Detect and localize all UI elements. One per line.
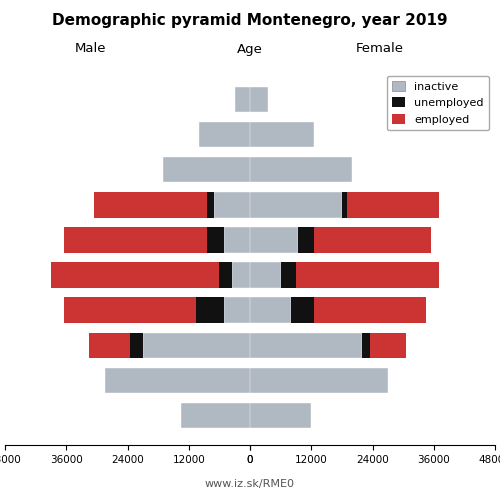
Bar: [370, 332, 406, 358]
Text: 35: 35: [254, 270, 268, 280]
Bar: [314, 298, 426, 322]
Bar: [250, 368, 388, 393]
Bar: [206, 228, 224, 252]
Bar: [234, 87, 250, 112]
Bar: [296, 262, 439, 287]
Bar: [342, 192, 347, 218]
Bar: [143, 332, 250, 358]
Text: 5: 5: [254, 376, 261, 386]
Bar: [347, 192, 439, 218]
Bar: [250, 157, 352, 182]
Bar: [291, 298, 314, 322]
Bar: [64, 228, 206, 252]
Text: www.iz.sk/RME0: www.iz.sk/RME0: [205, 480, 295, 490]
Text: 85: 85: [254, 94, 268, 104]
Text: Male: Male: [74, 42, 106, 56]
Legend: inactive, unemployed, employed: inactive, unemployed, employed: [386, 76, 490, 130]
Bar: [280, 262, 296, 287]
Bar: [94, 192, 206, 218]
Text: 75: 75: [254, 130, 268, 140]
Bar: [232, 262, 250, 287]
Bar: [250, 332, 362, 358]
Bar: [314, 228, 431, 252]
Text: 25: 25: [254, 305, 268, 315]
Bar: [181, 402, 250, 428]
Bar: [199, 122, 250, 148]
Bar: [250, 228, 298, 252]
Bar: [250, 192, 342, 218]
Bar: [250, 402, 311, 428]
Text: Age: Age: [237, 42, 263, 56]
Bar: [298, 228, 314, 252]
Bar: [64, 298, 196, 322]
Text: 65: 65: [254, 165, 268, 175]
Text: 45: 45: [254, 235, 268, 245]
Text: Female: Female: [356, 42, 404, 56]
Bar: [220, 262, 232, 287]
Text: 15: 15: [254, 340, 268, 350]
Bar: [89, 332, 130, 358]
Bar: [250, 87, 268, 112]
Bar: [214, 192, 250, 218]
Bar: [250, 298, 291, 322]
Bar: [196, 298, 224, 322]
Bar: [130, 332, 143, 358]
Text: 55: 55: [254, 200, 268, 210]
Bar: [163, 157, 250, 182]
Bar: [224, 298, 250, 322]
Bar: [224, 228, 250, 252]
Text: Demographic pyramid Montenegro, year 2019: Demographic pyramid Montenegro, year 201…: [52, 12, 448, 28]
Bar: [104, 368, 250, 393]
Bar: [206, 192, 214, 218]
Bar: [362, 332, 370, 358]
Bar: [250, 262, 280, 287]
Bar: [250, 122, 314, 148]
Bar: [51, 262, 220, 287]
Text: 0: 0: [254, 410, 260, 420]
